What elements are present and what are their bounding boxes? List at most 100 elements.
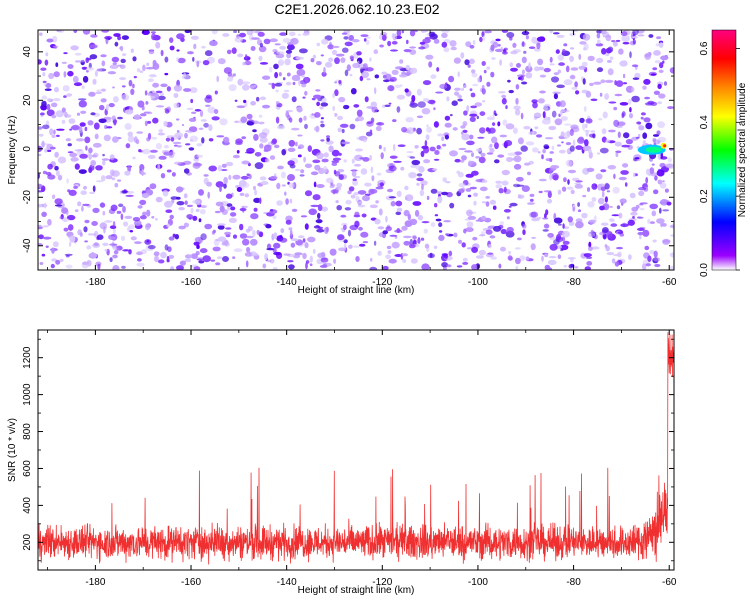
heatmap-cell — [441, 191, 449, 196]
heatmap-cell — [465, 227, 474, 233]
heatmap-cell — [562, 223, 565, 229]
heatmap-cell — [615, 80, 624, 87]
heatmap-cell — [354, 154, 363, 161]
heatmap-cell — [81, 205, 84, 212]
heatmap-cell — [451, 100, 458, 106]
heatmap-cell — [600, 222, 609, 226]
snr-x-axis: -180 -160 -140 -120 -100 -80 -60 — [47, 330, 677, 588]
heatmap-cell — [56, 134, 60, 137]
heatmap-cell — [503, 47, 508, 51]
heatmap-cell — [399, 59, 404, 64]
heatmap-cell — [283, 89, 290, 93]
heatmap-cell — [404, 185, 409, 191]
heatmap-cell — [619, 102, 629, 106]
heatmap-cell — [375, 125, 382, 132]
heatmap-cell — [610, 223, 618, 227]
heatmap-cell — [623, 82, 627, 85]
heatmap-cell — [85, 145, 88, 151]
heatmap-cell — [497, 44, 501, 47]
heatmap-cell — [457, 71, 460, 78]
heatmap-cell — [481, 84, 485, 91]
heatmap-cell — [547, 116, 551, 121]
heatmap-cell — [242, 62, 247, 66]
heatmap-cell — [184, 30, 191, 34]
heatmap-cell — [99, 202, 106, 208]
heatmap-cell — [274, 144, 280, 149]
heatmap-cell — [223, 136, 230, 143]
heatmap-cell — [114, 183, 119, 188]
heatmap-cell — [585, 129, 589, 137]
heatmap-cell — [246, 113, 253, 120]
heatmap-cell — [423, 98, 430, 102]
heatmap-cell — [283, 253, 291, 256]
heatmap-cell — [170, 137, 175, 142]
heatmap-cell — [527, 171, 531, 176]
heatmap-cell — [188, 147, 195, 151]
heatmap-cell — [651, 163, 655, 166]
heatmap-cell — [45, 83, 52, 88]
heatmap-cell — [166, 223, 171, 228]
heatmap-cell — [515, 84, 520, 90]
heatmap-cell — [621, 111, 626, 117]
heatmap-cell — [316, 101, 320, 107]
heatmap-cell — [415, 164, 421, 170]
heatmap-cell — [521, 185, 530, 193]
heatmap-cell — [152, 59, 157, 67]
heatmap-cell — [258, 121, 265, 125]
heatmap-cell — [437, 196, 443, 204]
heatmap-cell — [516, 63, 521, 68]
heatmap-cell — [501, 97, 507, 105]
heatmap-cell — [411, 159, 421, 166]
heatmap-cell — [141, 105, 145, 111]
heatmap-cell — [503, 209, 511, 213]
heatmap-cell — [146, 111, 153, 115]
heatmap-cell — [403, 235, 412, 239]
heatmap-cell — [100, 54, 107, 58]
heatmap-cell — [173, 84, 183, 92]
heatmap-cell — [556, 34, 565, 38]
heatmap-cell — [519, 75, 524, 81]
heatmap-cell — [362, 195, 370, 202]
heatmap-cell — [430, 188, 438, 194]
heatmap-cell — [184, 254, 193, 259]
heatmap-cell — [601, 30, 607, 35]
heatmap-cell — [524, 162, 531, 166]
heatmap-cell — [575, 218, 583, 223]
heatmap-cell — [284, 58, 291, 66]
heatmap-cell — [200, 205, 207, 209]
heatmap-cell — [183, 222, 189, 228]
heatmap-cell — [563, 79, 573, 86]
heatmap-cell — [141, 168, 144, 177]
heatmap-cell — [61, 202, 64, 206]
heatmap-cell — [101, 30, 110, 33]
heatmap-cell — [458, 188, 465, 194]
heatmap-cell — [404, 88, 409, 93]
heatmap-cell — [412, 235, 417, 240]
heatmap-cell — [155, 90, 163, 94]
heatmap-cell — [557, 54, 565, 61]
heatmap-cell — [416, 238, 421, 244]
heatmap-cell — [371, 175, 375, 182]
heatmap-cell — [543, 67, 551, 73]
heatmap-cell — [285, 198, 289, 205]
heatmap-cell — [419, 41, 426, 45]
heatmap-cell — [406, 39, 409, 45]
heatmap-cell — [441, 32, 448, 39]
heatmap-cell — [471, 170, 479, 176]
heatmap-cell — [521, 30, 530, 36]
heatmap-cell — [352, 245, 360, 248]
heatmap-cell — [180, 37, 185, 42]
heatmap-cell — [286, 42, 294, 45]
heatmap-cell — [188, 131, 192, 134]
heatmap-cell — [78, 100, 88, 108]
heatmap-cell — [557, 254, 562, 259]
heatmap-cell — [273, 232, 278, 240]
heatmap-cell — [341, 141, 350, 145]
heatmap-cell — [246, 235, 254, 239]
heatmap-cell — [155, 41, 161, 49]
heatmap-cell — [559, 110, 563, 116]
heatmap-cell — [140, 113, 147, 117]
heatmap-cell — [432, 168, 438, 171]
heatmap-cell — [311, 97, 316, 101]
heatmap-cell — [282, 38, 291, 43]
